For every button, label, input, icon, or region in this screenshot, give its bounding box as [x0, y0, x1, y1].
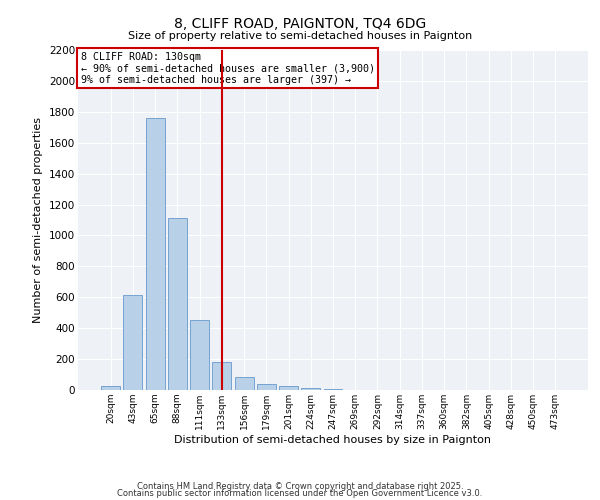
Text: Size of property relative to semi-detached houses in Paignton: Size of property relative to semi-detach… [128, 31, 472, 41]
Text: Contains public sector information licensed under the Open Government Licence v3: Contains public sector information licen… [118, 489, 482, 498]
Text: 8 CLIFF ROAD: 130sqm
← 90% of semi-detached houses are smaller (3,900)
9% of sem: 8 CLIFF ROAD: 130sqm ← 90% of semi-detac… [80, 52, 374, 85]
Bar [323, 389, 343, 390]
Bar [190, 320, 209, 390]
Bar [235, 377, 254, 390]
Bar [301, 388, 320, 390]
Bar [168, 218, 187, 390]
X-axis label: Distribution of semi-detached houses by size in Paignton: Distribution of semi-detached houses by … [175, 434, 491, 444]
Bar [124, 295, 142, 390]
Bar [279, 386, 298, 390]
Text: Contains HM Land Registry data © Crown copyright and database right 2025.: Contains HM Land Registry data © Crown c… [137, 482, 463, 491]
Bar [212, 362, 231, 390]
Bar [257, 384, 276, 390]
Y-axis label: Number of semi-detached properties: Number of semi-detached properties [34, 117, 43, 323]
Bar [146, 118, 164, 390]
Bar [101, 386, 120, 390]
Text: 8, CLIFF ROAD, PAIGNTON, TQ4 6DG: 8, CLIFF ROAD, PAIGNTON, TQ4 6DG [174, 18, 426, 32]
